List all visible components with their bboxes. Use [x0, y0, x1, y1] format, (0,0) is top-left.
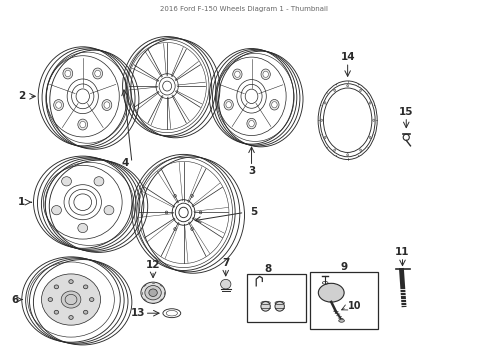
- Text: 4: 4: [121, 158, 128, 168]
- Ellipse shape: [54, 285, 59, 289]
- Ellipse shape: [41, 274, 101, 325]
- Ellipse shape: [359, 149, 361, 151]
- Text: 15: 15: [398, 107, 413, 117]
- Ellipse shape: [261, 302, 270, 311]
- Text: 13: 13: [131, 308, 145, 318]
- Ellipse shape: [234, 71, 240, 77]
- Text: 1: 1: [18, 197, 25, 207]
- Ellipse shape: [224, 99, 233, 110]
- Ellipse shape: [324, 102, 325, 104]
- Ellipse shape: [246, 118, 256, 129]
- Text: 10: 10: [347, 301, 361, 311]
- Ellipse shape: [89, 298, 94, 301]
- Ellipse shape: [80, 121, 85, 128]
- Ellipse shape: [65, 70, 71, 77]
- Ellipse shape: [333, 149, 335, 151]
- Ellipse shape: [93, 68, 102, 79]
- Ellipse shape: [104, 206, 114, 215]
- Ellipse shape: [63, 68, 73, 79]
- Ellipse shape: [225, 102, 231, 108]
- Ellipse shape: [269, 99, 279, 110]
- Ellipse shape: [274, 302, 284, 311]
- Ellipse shape: [372, 119, 374, 121]
- Ellipse shape: [173, 228, 176, 230]
- Ellipse shape: [173, 194, 176, 197]
- Ellipse shape: [48, 298, 52, 301]
- Ellipse shape: [320, 119, 322, 121]
- Ellipse shape: [144, 285, 161, 300]
- Ellipse shape: [54, 310, 59, 314]
- Ellipse shape: [148, 289, 157, 297]
- Ellipse shape: [359, 89, 361, 91]
- Ellipse shape: [338, 319, 344, 322]
- Ellipse shape: [165, 211, 167, 214]
- Ellipse shape: [61, 291, 81, 308]
- Ellipse shape: [95, 70, 101, 77]
- Text: 7: 7: [222, 258, 229, 268]
- Ellipse shape: [261, 69, 270, 80]
- Ellipse shape: [190, 228, 193, 230]
- Ellipse shape: [78, 119, 87, 130]
- Ellipse shape: [141, 282, 165, 303]
- Text: 5: 5: [250, 207, 257, 217]
- Ellipse shape: [190, 194, 193, 197]
- Bar: [247, 274, 305, 322]
- Text: 9: 9: [340, 262, 347, 272]
- Ellipse shape: [54, 100, 63, 111]
- Ellipse shape: [65, 294, 77, 305]
- Ellipse shape: [104, 102, 110, 108]
- Text: 11: 11: [394, 247, 409, 257]
- Ellipse shape: [83, 310, 88, 314]
- Ellipse shape: [94, 177, 103, 186]
- Text: 14: 14: [340, 52, 354, 62]
- Ellipse shape: [333, 89, 335, 91]
- Text: 3: 3: [247, 166, 255, 176]
- Text: 8: 8: [264, 264, 271, 274]
- Ellipse shape: [69, 316, 73, 319]
- Ellipse shape: [318, 283, 344, 302]
- Ellipse shape: [78, 224, 87, 233]
- Ellipse shape: [199, 211, 202, 214]
- Ellipse shape: [52, 206, 61, 215]
- Ellipse shape: [324, 136, 325, 139]
- Bar: [309, 272, 377, 329]
- Ellipse shape: [263, 71, 268, 77]
- Text: 2016 Ford F-150 Wheels Diagram 1 - Thumbnail: 2016 Ford F-150 Wheels Diagram 1 - Thumb…: [160, 6, 328, 12]
- Ellipse shape: [232, 69, 242, 80]
- Ellipse shape: [220, 279, 230, 289]
- Ellipse shape: [83, 285, 88, 289]
- Ellipse shape: [346, 154, 348, 156]
- Ellipse shape: [69, 280, 73, 284]
- Ellipse shape: [248, 121, 254, 127]
- Ellipse shape: [368, 102, 370, 104]
- Text: 6: 6: [11, 294, 19, 305]
- Ellipse shape: [271, 102, 277, 108]
- Text: 12: 12: [145, 260, 160, 270]
- Text: 2: 2: [18, 91, 25, 101]
- Ellipse shape: [56, 102, 61, 108]
- Ellipse shape: [102, 100, 112, 111]
- Ellipse shape: [368, 136, 370, 139]
- Ellipse shape: [61, 177, 71, 186]
- Ellipse shape: [346, 85, 348, 87]
